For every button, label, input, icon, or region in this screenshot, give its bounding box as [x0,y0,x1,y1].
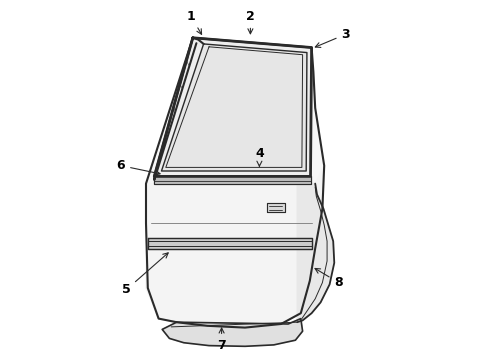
Text: 6: 6 [117,159,160,175]
Polygon shape [146,38,324,328]
Text: 1: 1 [187,10,201,34]
Text: 4: 4 [255,147,264,166]
Text: 7: 7 [217,328,226,352]
Polygon shape [154,176,311,184]
Polygon shape [162,319,303,346]
Polygon shape [297,184,334,322]
Polygon shape [148,238,312,249]
Polygon shape [162,44,307,171]
Text: 5: 5 [122,253,168,296]
Text: 8: 8 [315,269,343,289]
Text: 3: 3 [315,28,350,48]
Polygon shape [267,203,285,212]
Polygon shape [154,38,312,176]
Polygon shape [146,166,324,328]
Text: 2: 2 [246,10,255,34]
